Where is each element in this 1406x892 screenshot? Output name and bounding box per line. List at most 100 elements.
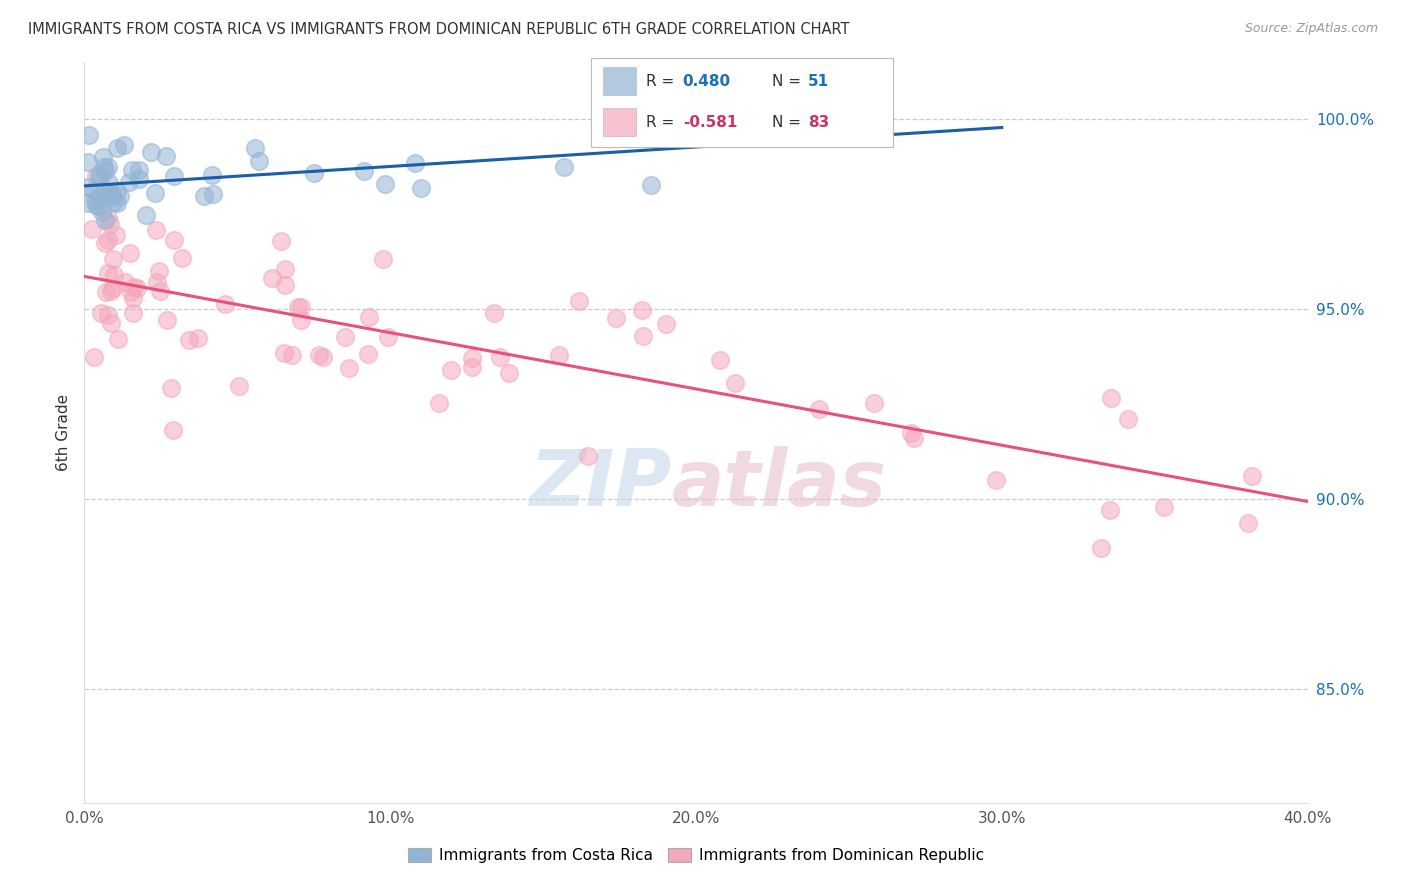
Point [114, 275, 136, 289]
Point [357, 346, 380, 360]
Point [709, 353, 731, 368]
Point [77, 155, 100, 169]
Point [93, 163, 115, 178]
Point [274, 261, 297, 276]
Point [121, 306, 143, 320]
Point [94, 285, 117, 300]
Point [287, 300, 309, 314]
Point [807, 401, 830, 416]
Point [104, 228, 127, 243]
Point [105, 141, 128, 155]
Point [675, 132, 697, 146]
Point [94, 184, 117, 198]
Point [98, 217, 121, 231]
Point [654, 317, 676, 331]
Point [87, 169, 110, 183]
Point [281, 348, 304, 362]
Point [118, 246, 141, 260]
Point [121, 291, 143, 305]
Point [122, 280, 145, 294]
Point [335, 330, 357, 344]
Point [337, 361, 360, 376]
Point [862, 395, 884, 409]
Point [374, 178, 396, 192]
Point [97, 308, 120, 322]
Point [498, 366, 520, 380]
Point [1236, 516, 1258, 530]
Point [112, 137, 135, 152]
Point [149, 284, 172, 298]
Point [460, 359, 482, 374]
Point [1116, 412, 1139, 426]
Point [156, 312, 179, 326]
Point [93, 160, 115, 174]
Text: -0.581: -0.581 [683, 115, 737, 129]
Point [93, 150, 115, 164]
Point [373, 252, 395, 267]
Point [170, 251, 193, 265]
Point [548, 348, 571, 362]
Text: 83: 83 [808, 115, 830, 129]
Point [145, 223, 167, 237]
Point [83, 183, 105, 197]
Point [290, 313, 312, 327]
Point [128, 171, 150, 186]
Text: 51: 51 [808, 74, 830, 88]
Point [1153, 500, 1175, 514]
Point [553, 161, 575, 175]
Point [101, 281, 124, 295]
Point [460, 351, 482, 366]
Point [139, 145, 162, 160]
Text: R =: R = [647, 115, 679, 129]
Point [404, 155, 426, 169]
Point [105, 196, 128, 211]
Text: ZIP: ZIP [529, 446, 672, 523]
Point [83, 350, 105, 364]
Point [409, 181, 432, 195]
Bar [603, 67, 636, 95]
Point [1099, 391, 1122, 405]
Point [247, 153, 270, 168]
Point [631, 303, 654, 318]
Text: IMMIGRANTS FROM COSTA RICA VS IMMIGRANTS FROM DOMINICAN REPUBLIC 6TH GRADE CORRE: IMMIGRANTS FROM COSTA RICA VS IMMIGRANTS… [28, 22, 849, 37]
Point [1240, 469, 1263, 483]
Point [89, 169, 111, 184]
Point [308, 348, 330, 362]
Point [201, 169, 224, 183]
Point [440, 362, 463, 376]
Bar [603, 108, 636, 136]
Point [121, 163, 143, 178]
Point [105, 184, 128, 198]
Point [312, 350, 335, 364]
Point [101, 186, 124, 200]
Point [245, 141, 267, 155]
Point [193, 189, 215, 203]
Point [576, 449, 599, 463]
Point [163, 169, 186, 183]
Point [159, 381, 181, 395]
Point [986, 473, 1008, 487]
Point [87, 190, 110, 204]
Y-axis label: 6th Grade: 6th Grade [56, 394, 72, 471]
Point [90, 205, 112, 219]
Point [163, 233, 186, 247]
Point [302, 166, 325, 180]
Text: R =: R = [647, 74, 679, 88]
Point [162, 423, 184, 437]
Point [97, 211, 120, 226]
Point [103, 194, 125, 209]
Point [228, 379, 250, 393]
Point [97, 160, 120, 174]
Text: Source: ZipAtlas.com: Source: ZipAtlas.com [1244, 22, 1378, 36]
Text: atlas: atlas [672, 446, 887, 523]
Point [273, 345, 295, 359]
Point [179, 333, 201, 347]
Point [1098, 502, 1121, 516]
Point [77, 196, 100, 211]
Point [79, 128, 101, 143]
Point [135, 208, 157, 222]
Point [97, 233, 120, 247]
Text: N =: N = [772, 74, 806, 88]
Point [76, 179, 98, 194]
Point [100, 285, 122, 299]
